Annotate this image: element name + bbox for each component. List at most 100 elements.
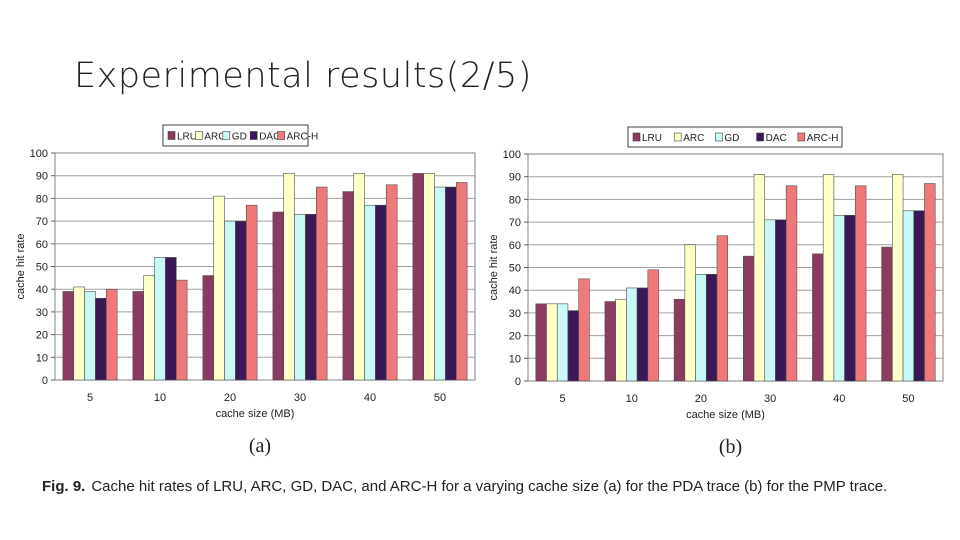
bar-arc-5 xyxy=(73,286,85,381)
y-tick-label: 50 xyxy=(509,263,521,275)
bar-lru-5 xyxy=(62,291,75,381)
bar-gd-10 xyxy=(154,257,166,381)
bar-dac-20 xyxy=(235,220,247,381)
figure-caption-label: Fig. 9. xyxy=(42,478,86,495)
bar-gd-20 xyxy=(224,220,236,381)
legend-swatch-arc-h xyxy=(277,131,285,140)
bar-dac-50 xyxy=(445,186,457,381)
bar-lru-50 xyxy=(412,173,425,381)
y-tick-label: 90 xyxy=(509,172,521,184)
legend-label-lru: LRU xyxy=(177,132,197,143)
chart-b: 0 10 20 30 40 50 60 70 80 90 100 5 10 20 30 40 50 cache s… xyxy=(488,126,944,458)
bar-gd-30 xyxy=(764,219,776,382)
bar-arc-30 xyxy=(283,173,295,381)
bar-dac-10 xyxy=(165,257,177,381)
legend xyxy=(162,124,309,147)
x-tick-label: 10 xyxy=(626,393,638,405)
legend-swatch-dac xyxy=(756,132,764,142)
y-tick-label: 20 xyxy=(509,331,521,343)
bar-gd-50 xyxy=(902,210,915,382)
bar-gd-40 xyxy=(833,214,845,382)
bar-arc-50 xyxy=(892,174,904,382)
bar-dac-5 xyxy=(95,297,107,381)
bar-lru-30 xyxy=(272,211,285,381)
y-tick-label: 80 xyxy=(36,193,48,205)
bar-arc-h-10 xyxy=(175,279,188,381)
legend-label-arc-h: ARC-H xyxy=(287,132,319,143)
legend-swatch-gd xyxy=(222,131,231,140)
legend-swatch-gd xyxy=(715,132,723,142)
y-tick-label: 60 xyxy=(36,239,48,251)
legend-label-gd: GD xyxy=(232,132,247,143)
bar-gd-50 xyxy=(434,186,446,381)
bar-lru-5 xyxy=(535,303,547,382)
y-tick-label: 100 xyxy=(30,148,48,160)
bar-dac-40 xyxy=(844,214,856,382)
y-tick-label: 40 xyxy=(36,284,48,296)
bar-arc-10 xyxy=(615,298,627,382)
y-axis-label: cache hit rate xyxy=(15,233,27,299)
bar-gd-20 xyxy=(695,274,707,382)
bar-arc-30 xyxy=(753,174,766,382)
bar-lru-10 xyxy=(604,301,616,382)
bar-arc-h-30 xyxy=(315,186,328,381)
bar-dac-20 xyxy=(705,274,718,382)
bar-arc-h-40 xyxy=(855,185,867,382)
figure-caption-text: Cache hit rates of LRU, ARC, GD, DAC, an… xyxy=(91,478,888,495)
legend-swatch-lru xyxy=(167,131,176,140)
bar-lru-20 xyxy=(673,298,686,382)
bar-lru-20 xyxy=(202,275,215,381)
legend-swatch-dac xyxy=(249,131,258,140)
legend-label-arc: ARC xyxy=(204,132,225,143)
y-tick-label: 50 xyxy=(36,262,48,274)
bar-dac-50 xyxy=(913,210,925,382)
x-tick-label: 5 xyxy=(87,392,93,404)
bar-lru-40 xyxy=(342,191,355,381)
bar-arc-40 xyxy=(822,174,835,382)
y-tick-label: 90 xyxy=(36,171,48,183)
panel-label: (a) xyxy=(249,435,271,457)
bar-arc-10 xyxy=(143,275,155,381)
legend-label-dac: DAC xyxy=(259,132,280,143)
x-axis-label: cache size (MB) xyxy=(686,409,765,421)
bar-gd-5 xyxy=(84,291,96,381)
x-tick-label: 40 xyxy=(833,393,845,405)
bar-arc-h-40 xyxy=(385,184,398,381)
y-tick-label: 80 xyxy=(509,194,521,206)
bar-arc-h-20 xyxy=(716,235,729,382)
bar-arc-h-50 xyxy=(455,182,468,381)
bar-lru-50 xyxy=(881,246,893,382)
x-tick-label: 20 xyxy=(695,393,707,405)
bar-arc-h-10 xyxy=(647,269,659,382)
bar-lru-30 xyxy=(742,255,755,382)
panel-label: (b) xyxy=(719,436,742,458)
y-tick-label: 10 xyxy=(509,353,521,365)
bar-gd-10 xyxy=(626,287,638,382)
legend-swatch-arc xyxy=(195,131,203,140)
legend-swatch-arc-h xyxy=(797,132,806,142)
y-tick-label: 40 xyxy=(509,285,521,297)
bar-dac-5 xyxy=(567,310,579,382)
slide-title: Experimental results(2/5) xyxy=(74,56,532,96)
y-axis-label: cache hit rate xyxy=(488,234,500,300)
legend-swatch-lru xyxy=(632,132,641,142)
legend-label-arc-h: ARC-H xyxy=(807,133,839,144)
legend-label-arc: ARC xyxy=(683,133,704,144)
bar-gd-30 xyxy=(294,213,306,381)
bar-arc-40 xyxy=(353,173,365,381)
y-tick-label: 30 xyxy=(36,307,48,319)
bar-lru-40 xyxy=(812,253,824,382)
bar-arc-h-5 xyxy=(105,288,118,381)
y-tick-label: 70 xyxy=(36,216,48,228)
x-tick-label: 20 xyxy=(224,392,236,404)
x-tick-label: 5 xyxy=(560,393,566,405)
bar-arc-h-50 xyxy=(924,183,936,382)
y-tick-label: 0 xyxy=(515,376,521,388)
x-tick-label: 50 xyxy=(434,392,446,404)
x-tick-label: 30 xyxy=(764,393,776,405)
bar-dac-30 xyxy=(305,213,317,381)
figure-caption: Fig. 9. Cache hit rates of LRU, ARC, GD, … xyxy=(42,478,942,495)
bar-dac-40 xyxy=(375,204,387,381)
x-tick-label: 10 xyxy=(154,392,166,404)
y-tick-label: 30 xyxy=(509,308,521,320)
